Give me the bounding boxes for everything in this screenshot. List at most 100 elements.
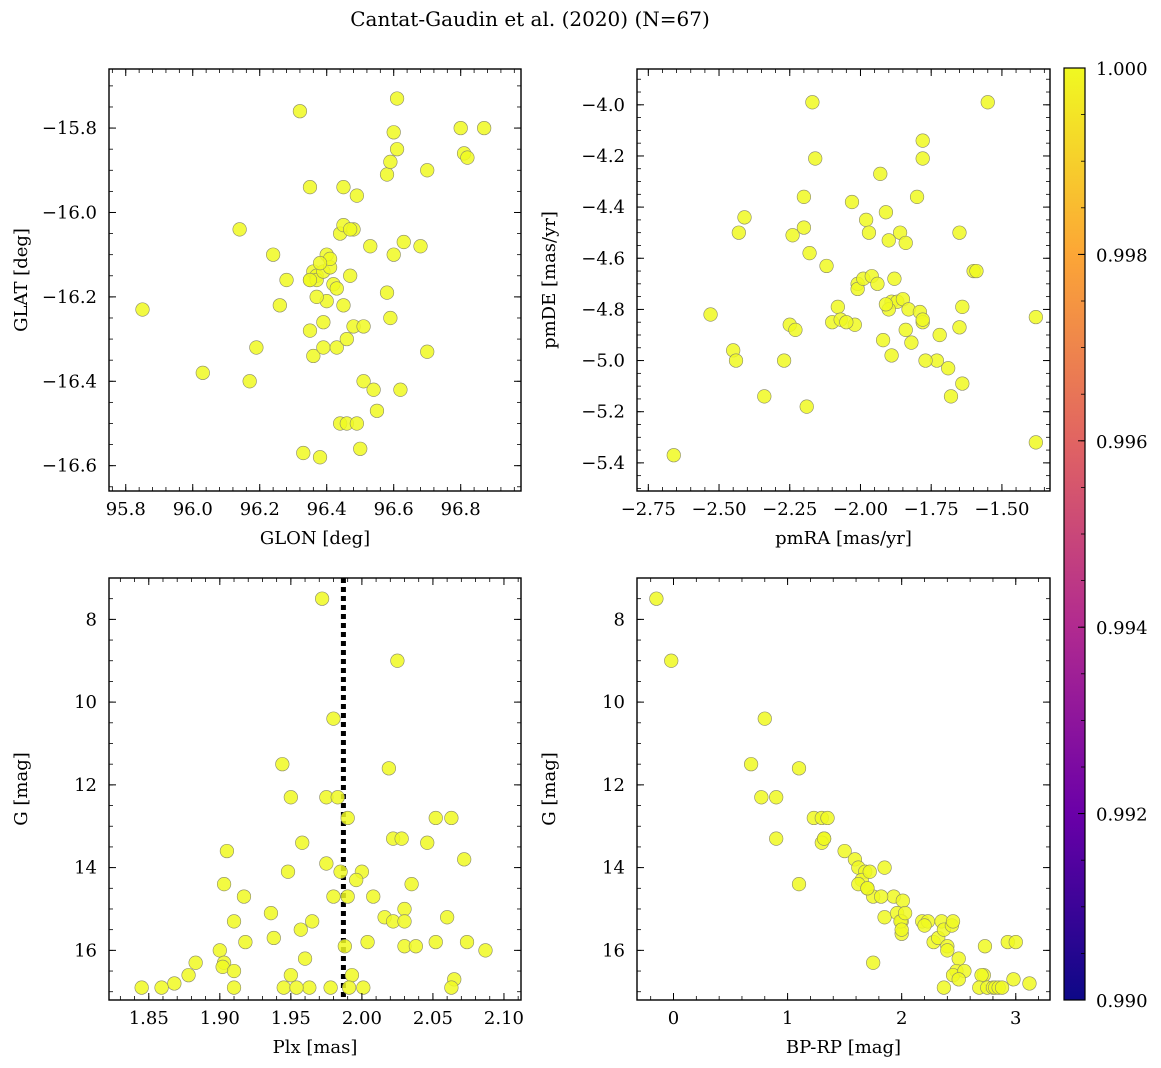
data-point (894, 922, 909, 937)
y-tick-label: 10 (602, 692, 625, 713)
data-point (980, 95, 995, 110)
y-tick-label: −16.0 (42, 202, 97, 223)
y-tick-label: −5.4 (581, 453, 625, 474)
colorbar: 0.990 0.992 0.994 0.996 0.998 1.000 (1063, 59, 1148, 1012)
data-point (396, 234, 411, 250)
data-point (757, 389, 772, 404)
data-point (936, 980, 951, 995)
data-point (312, 256, 328, 271)
y-tick-label: −4.2 (581, 146, 625, 167)
data-point (444, 810, 459, 826)
data-point (408, 939, 423, 954)
data-point (1022, 976, 1037, 991)
data-point (181, 968, 196, 983)
data-point (898, 235, 913, 251)
data-point (1006, 972, 1021, 987)
data-point (232, 222, 247, 237)
data-point (319, 856, 334, 871)
data-point (951, 972, 966, 987)
data-point (297, 951, 313, 966)
data-point (336, 298, 351, 313)
data-point (195, 365, 210, 380)
colorbar-tick-label: 1.000 (1096, 59, 1148, 80)
y-tick-label: −4.0 (581, 95, 625, 116)
data-point (397, 914, 412, 929)
data-point (386, 247, 401, 262)
data-point (799, 399, 814, 414)
data-point (844, 194, 860, 210)
colorbar-tick-label: 0.994 (1096, 618, 1148, 639)
data-point (296, 445, 311, 461)
data-point (356, 374, 371, 389)
y-axis-label: pmDE [mas/yr] (539, 211, 560, 349)
plot-frame (636, 68, 1051, 492)
data-point (728, 353, 744, 368)
data-point (134, 980, 149, 995)
data-point (337, 939, 352, 954)
data-point (275, 757, 290, 772)
y-tick-label: 12 (602, 775, 625, 796)
x-tick-label: 1 (782, 1008, 793, 1029)
data-point (943, 389, 959, 404)
x-tick-label: −2.50 (691, 499, 746, 520)
data-point (754, 790, 769, 805)
data-point (440, 910, 455, 925)
y-tick-label: 16 (602, 940, 625, 961)
data-point (363, 239, 378, 254)
colorbar-tick-label: 0.996 (1096, 432, 1148, 453)
data-point (955, 376, 970, 391)
data-point (977, 939, 993, 954)
data-point (295, 835, 310, 850)
figure-title: Cantat-Gaudin et al. (2020) (N=67) (350, 7, 710, 31)
data-point (703, 307, 718, 322)
data-point (459, 934, 475, 950)
x-tick-label: −2.75 (621, 499, 676, 520)
data-point (309, 289, 324, 304)
x-tick-label: 96.0 (173, 499, 213, 520)
data-point (820, 810, 835, 826)
data-point (478, 943, 493, 958)
data-point (460, 150, 475, 165)
data-point (428, 810, 443, 826)
data-point (808, 151, 823, 166)
data-point (305, 914, 320, 929)
data-point (315, 591, 330, 606)
y-tick-label: −5.0 (581, 351, 625, 372)
data-point (316, 340, 331, 355)
data-point (743, 757, 759, 772)
data-point (477, 120, 492, 136)
data-point (340, 889, 355, 904)
data-point (878, 297, 894, 312)
data-point (444, 980, 459, 995)
data-point (915, 151, 930, 166)
data-point (420, 835, 435, 850)
x-axis-label: BP-RP [mag] (786, 1037, 901, 1058)
data-point (356, 980, 371, 995)
y-tick-label: 16 (74, 940, 97, 961)
data-point (289, 980, 304, 995)
x-tick-label: 2.05 (413, 1008, 453, 1029)
x-tick-label: 96.4 (307, 499, 347, 520)
colorbar-tick-label: 0.990 (1096, 991, 1148, 1012)
data-point (366, 382, 381, 397)
data-point (952, 320, 967, 335)
data-point (154, 980, 169, 995)
data-point (349, 188, 364, 203)
data-point (884, 348, 899, 363)
y-tick-label: 14 (602, 858, 625, 879)
data-point (877, 910, 892, 925)
data-point (932, 327, 947, 343)
data-point (302, 180, 318, 195)
x-tick-label: 96.8 (441, 499, 481, 520)
data-point (312, 450, 328, 465)
y-tick-label: −15.8 (42, 118, 97, 139)
data-point (283, 968, 298, 983)
data-point (339, 331, 354, 347)
data-point (379, 285, 395, 300)
data-point (216, 877, 232, 892)
data-point (955, 299, 970, 314)
data-point (360, 934, 375, 950)
data-point (279, 272, 294, 288)
data-point (918, 353, 933, 368)
data-point (272, 298, 287, 313)
